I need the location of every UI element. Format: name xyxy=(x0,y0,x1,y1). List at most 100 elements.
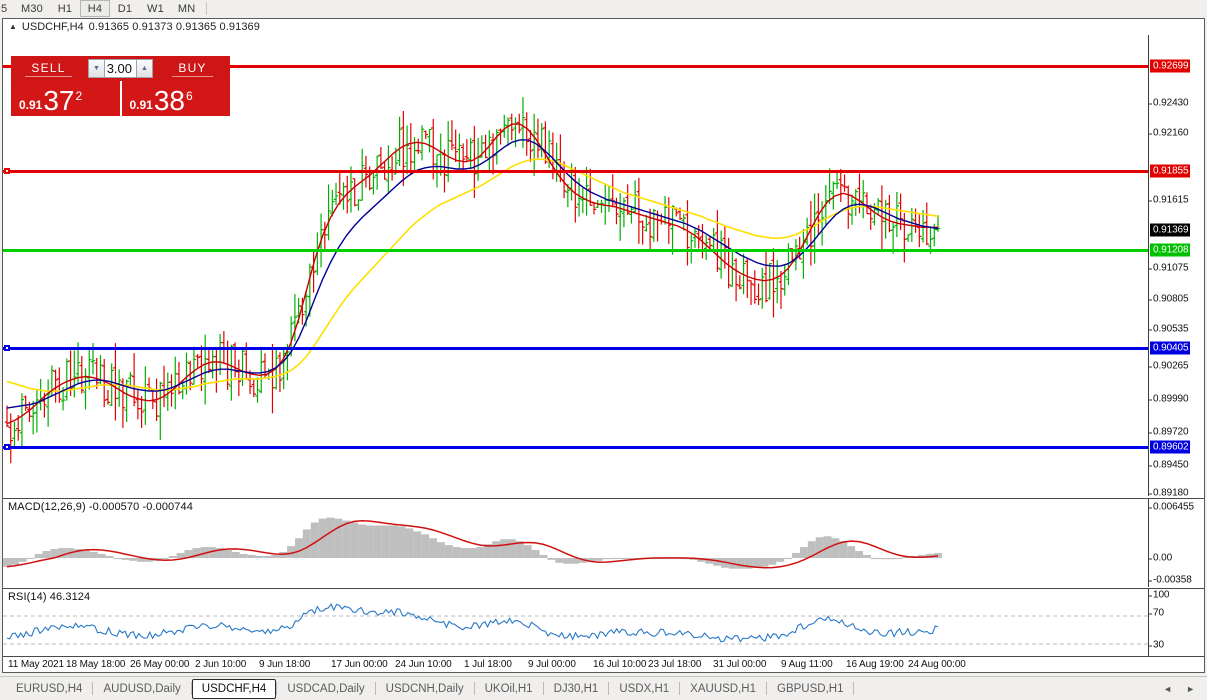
one-click-trading-panel: SELL ▼ 3.00 ▲ BUY 0.91 37 2 0.91 xyxy=(11,56,230,116)
price-axis-tick: 0.90265 xyxy=(1149,361,1189,372)
volume-increase-icon[interactable]: ▲ xyxy=(136,59,153,78)
tab-divider xyxy=(276,682,278,695)
timeframe-button-h1[interactable]: H1 xyxy=(57,2,73,15)
horizontal-line-support-0.91208[interactable] xyxy=(3,249,1148,252)
time-axis-tick: 11 May 2021 xyxy=(8,659,64,670)
time-axis-tick: 31 Jul 00:00 xyxy=(713,659,767,670)
macd-axis-tick: 0.006455 xyxy=(1149,502,1194,513)
sell-price-big: 37 xyxy=(43,85,75,116)
chart-ohlc-values: 0.91365 0.91373 0.91365 0.91369 xyxy=(88,21,260,33)
chart-tab-eurusd-h4[interactable]: EURUSD,H4 xyxy=(16,682,83,695)
price-axis-tick: 0.91615 xyxy=(1149,195,1189,206)
macd-label: MACD(12,26,9) -0.000570 -0.000744 xyxy=(8,501,193,513)
buy-button[interactable]: BUY xyxy=(155,56,230,81)
tab-divider xyxy=(473,682,475,695)
buy-button-label: BUY xyxy=(172,61,213,77)
time-axis-tick: 18 May 18:00 xyxy=(66,659,126,670)
timeframe-button-w1[interactable]: W1 xyxy=(147,2,164,15)
chart-tab-usdx-h1[interactable]: USDX,H1 xyxy=(619,682,670,695)
rsi-axis-tick: 100 xyxy=(1149,590,1169,601)
volume-input[interactable]: 3.00 xyxy=(105,59,136,78)
rsi-plot-area[interactable] xyxy=(3,589,1148,656)
time-axis-tick: 24 Jun 10:00 xyxy=(395,659,452,670)
price-axis-tick: 0.90805 xyxy=(1149,294,1189,305)
timeframe-button-m30[interactable]: M30 xyxy=(21,2,43,15)
rsi-axis-tick: 70 xyxy=(1149,608,1164,619)
price-axis-marker-black: 0.91369 xyxy=(1150,223,1191,237)
price-axis-tick: 0.90535 xyxy=(1149,324,1189,335)
macd-axis-tick: 0.00 xyxy=(1149,553,1172,564)
price-axis-tick: 0.89990 xyxy=(1149,394,1189,405)
price-candles-svg xyxy=(4,97,941,464)
tab-scroll-right-icon[interactable]: ► xyxy=(1186,683,1195,694)
price-axis-marker-blue: 0.90405 xyxy=(1150,341,1191,355)
toolbar-divider xyxy=(206,2,208,15)
time-axis-tick: 16 Aug 19:00 xyxy=(846,659,904,670)
tab-divider xyxy=(190,682,192,695)
one-click-top-row: SELL ▼ 3.00 ▲ BUY xyxy=(11,56,230,81)
chart-tab-usdcad-daily[interactable]: USDCAD,Daily xyxy=(287,682,365,695)
price-axis-marker-green: 0.91208 xyxy=(1150,243,1191,257)
chart-tab-usdchf-h4[interactable]: USDCHF,H4 xyxy=(191,678,277,699)
chart-tab-gbpusd-h1[interactable]: GBPUSD,H1 xyxy=(777,682,844,695)
timeframe-button-mn[interactable]: MN xyxy=(177,2,196,15)
timeframe-button-5[interactable]: 5 xyxy=(1,2,8,15)
chart-tab-dj30-h1[interactable]: DJ30,H1 xyxy=(553,682,599,695)
price-axis-tick: 0.92160 xyxy=(1149,128,1189,139)
horizontal-line-resistance-0.91855[interactable] xyxy=(3,168,1148,174)
price-axis[interactable]: 0.92430 0.92160 0.91615 0.91075 0.90805 0.905… xyxy=(1148,35,1204,496)
chart-tab-usdcnh-daily[interactable]: USDCNH,Daily xyxy=(385,682,464,695)
buy-price[interactable]: 0.91 38 6 xyxy=(121,81,230,116)
rsi-label: RSI(14) 46.3124 xyxy=(8,591,91,603)
tab-divider xyxy=(92,682,94,695)
chart-tab-ukoil-h1[interactable]: UKOil,H1 xyxy=(484,682,533,695)
chart-tab-audusd-daily[interactable]: AUDUSD,Daily xyxy=(103,682,181,695)
price-axis-marker-blue: 0.89602 xyxy=(1150,440,1191,454)
timeframe-button-d1[interactable]: D1 xyxy=(117,2,133,15)
tab-divider xyxy=(374,682,376,695)
horizontal-line-support-0.89602[interactable] xyxy=(3,444,1148,450)
chart-tab-xauusd-h1[interactable]: XAUUSD,H1 xyxy=(690,682,756,695)
time-axis-tick: 9 Aug 11:00 xyxy=(781,659,833,670)
rsi-axis: 10070300 xyxy=(1148,589,1204,656)
volume-decrease-icon[interactable]: ▼ xyxy=(88,59,105,78)
sell-button-label: SELL xyxy=(25,61,72,77)
sell-price-prefix: 0.91 xyxy=(19,98,43,112)
volume-stepper[interactable]: ▼ 3.00 ▲ xyxy=(86,56,155,81)
collapse-icon[interactable]: ▲ xyxy=(9,22,17,31)
time-axis: 11 May 2021 18 May 18:00 26 May 00:00 2 Jun… xyxy=(3,656,1204,672)
time-axis-tick: 1 Jul 18:00 xyxy=(464,659,512,670)
price-axis-tick: 0.92430 xyxy=(1149,98,1189,109)
chart-symbol-label: USDCHF,H4 xyxy=(21,21,84,33)
line-anchor-handle[interactable] xyxy=(4,168,10,174)
tab-scroll-left-icon[interactable]: ◄ xyxy=(1163,683,1173,694)
macd-plot-area[interactable] xyxy=(3,499,1148,587)
price-axis-marker-red: 0.92699 xyxy=(1150,59,1191,73)
timeframe-button-h4[interactable]: H4 xyxy=(80,0,110,17)
horizontal-line-resistance-0.92699[interactable] xyxy=(3,65,1148,68)
chart-window: ▲ USDCHF,H4 0.91365 0.91373 0.91365 0.91… xyxy=(2,18,1205,673)
tab-divider xyxy=(766,682,767,695)
price-axis-tick: 0.89720 xyxy=(1149,427,1189,438)
price-axis-tick: 0.91075 xyxy=(1149,263,1189,274)
rsi-pane: RSI(14) 46.3124 10070300 xyxy=(3,588,1204,656)
sell-price-fraction: 2 xyxy=(75,89,83,103)
time-axis-tick: 16 Jul 10:00 xyxy=(593,659,647,670)
price-axis-marker-red: 0.91855 xyxy=(1150,164,1191,178)
price-plot-area[interactable] xyxy=(3,35,1148,496)
line-anchor-handle[interactable] xyxy=(4,444,10,450)
line-anchor-handle[interactable] xyxy=(4,345,10,351)
macd-svg xyxy=(3,517,942,569)
sell-button[interactable]: SELL xyxy=(11,56,86,81)
buy-price-prefix: 0.91 xyxy=(129,98,153,112)
sell-price[interactable]: 0.91 37 2 xyxy=(11,81,120,116)
tab-divider xyxy=(679,682,681,695)
price-axis-tick: 0.89450 xyxy=(1149,460,1189,471)
tab-scroll-controls: ◄ ► xyxy=(1163,684,1207,694)
buy-price-fraction: 6 xyxy=(186,89,193,103)
horizontal-line-support-0.90405[interactable] xyxy=(3,345,1148,351)
rsi-svg xyxy=(3,603,1148,645)
time-axis-tick: 9 Jul 00:00 xyxy=(528,659,576,670)
time-axis-tick: 9 Jun 18:00 xyxy=(259,659,311,670)
